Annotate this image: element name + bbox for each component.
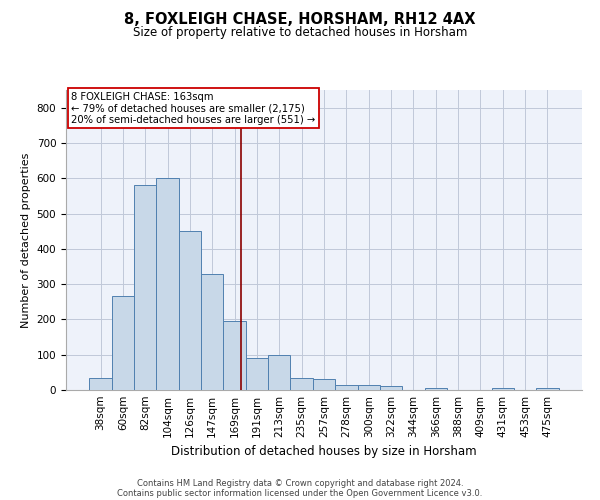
Bar [179,231,201,390]
Bar [268,354,290,390]
Bar [89,378,112,390]
Bar [134,186,157,390]
Bar [157,178,179,390]
Bar [335,384,358,390]
Text: Contains HM Land Registry data © Crown copyright and database right 2024.: Contains HM Land Registry data © Crown c… [137,478,463,488]
Bar [425,388,447,390]
Bar [290,378,313,390]
Y-axis label: Number of detached properties: Number of detached properties [21,152,31,328]
Bar [246,358,268,390]
Bar [313,380,335,390]
Text: Size of property relative to detached houses in Horsham: Size of property relative to detached ho… [133,26,467,39]
Text: 8 FOXLEIGH CHASE: 163sqm
← 79% of detached houses are smaller (2,175)
20% of sem: 8 FOXLEIGH CHASE: 163sqm ← 79% of detach… [71,92,316,124]
Bar [536,388,559,390]
Bar [223,321,246,390]
X-axis label: Distribution of detached houses by size in Horsham: Distribution of detached houses by size … [171,446,477,458]
Text: 8, FOXLEIGH CHASE, HORSHAM, RH12 4AX: 8, FOXLEIGH CHASE, HORSHAM, RH12 4AX [124,12,476,28]
Bar [358,384,380,390]
Bar [201,274,223,390]
Bar [380,386,402,390]
Bar [491,388,514,390]
Text: Contains public sector information licensed under the Open Government Licence v3: Contains public sector information licen… [118,488,482,498]
Bar [112,296,134,390]
